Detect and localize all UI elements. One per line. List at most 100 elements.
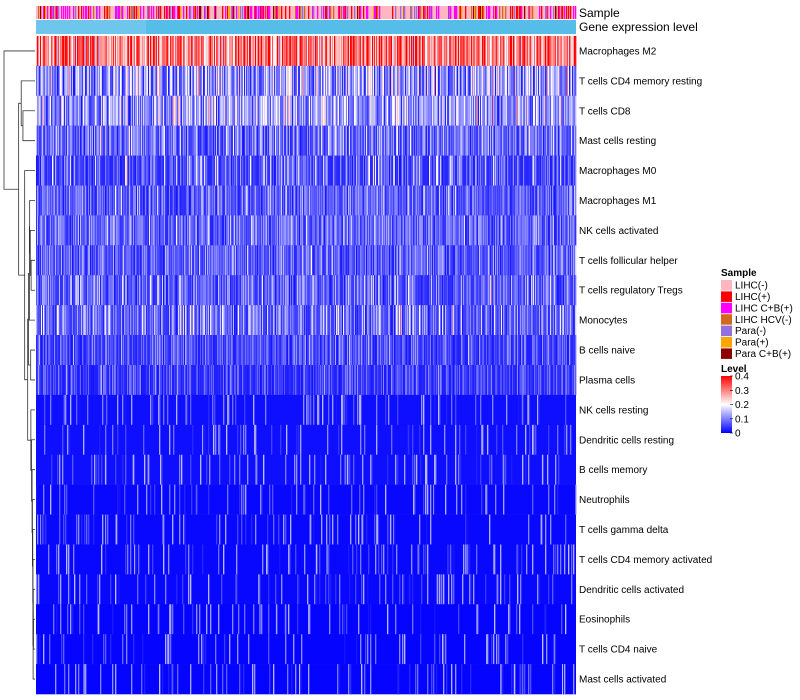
heatmap-cell [137, 155, 139, 186]
heatmap-cell [138, 125, 140, 156]
heatmap-cell [444, 305, 446, 336]
heatmap-cell [186, 95, 188, 127]
heatmap-cell [47, 95, 49, 127]
heatmap-cell [467, 305, 469, 336]
heatmap-cell [82, 245, 84, 276]
heatmap-cell [243, 95, 245, 127]
heatmap-cell [549, 155, 551, 186]
heatmap-cell [279, 36, 281, 67]
heatmap-cell [170, 185, 172, 216]
heatmap-cell [432, 215, 434, 246]
heatmap-cell [341, 36, 343, 67]
heatmap-cell [414, 245, 416, 276]
heatmap-cell [152, 65, 154, 97]
heatmap-cell [395, 65, 397, 97]
heatmap-cell [297, 65, 299, 97]
heatmap-cell [379, 95, 381, 127]
heatmap-cell [303, 155, 305, 186]
heatmap-cell [430, 185, 432, 216]
heatmap-cell [41, 155, 43, 186]
heatmap-cell [414, 125, 416, 156]
sample-cell [132, 6, 134, 19]
heatmap-cell [550, 125, 552, 156]
heatmap-cell [154, 305, 156, 336]
heatmap-cell [345, 185, 347, 216]
heatmap-cell [64, 95, 66, 127]
heatmap-cell [521, 125, 523, 156]
heatmap-cell [225, 215, 227, 246]
heatmap-cell [276, 215, 278, 246]
sample-cell [197, 6, 199, 19]
heatmap-cell [283, 245, 285, 276]
heatmap-cell [107, 95, 109, 127]
heatmap-cell [151, 36, 153, 67]
heatmap-cell [418, 95, 420, 127]
heatmap-cell [82, 275, 84, 306]
sample-cell [373, 6, 375, 19]
heatmap-cell [218, 245, 220, 276]
heatmap-cell [231, 275, 233, 306]
sample-cell [51, 6, 53, 19]
heatmap-cell [75, 155, 77, 186]
heatmap-cell [43, 36, 45, 67]
heatmap-cell [239, 65, 241, 97]
heatmap-cell [333, 185, 335, 216]
heatmap-cell [376, 36, 378, 67]
heatmap-cell [374, 36, 376, 67]
heatmap-cell [257, 65, 259, 97]
heatmap-cell [525, 65, 527, 97]
heatmap-cell [187, 155, 189, 186]
heatmap-cell [166, 125, 168, 156]
heatmap-cell [378, 155, 380, 186]
heatmap-cell [217, 185, 219, 216]
heatmap-cell [489, 125, 491, 156]
heatmap-cell [467, 36, 469, 67]
heatmap-cell [176, 95, 178, 127]
heatmap-cell [144, 245, 146, 276]
heatmap-cell [124, 275, 126, 306]
heatmap-cell [503, 155, 505, 186]
heatmap-cell [83, 305, 85, 336]
heatmap-cell [345, 155, 347, 186]
heatmap-cell [53, 65, 55, 97]
heatmap-cell [517, 125, 519, 156]
heatmap-cell [328, 185, 330, 216]
heatmap-cell [446, 36, 448, 67]
heatmap-cell [482, 125, 484, 156]
heatmap-cell [515, 95, 517, 127]
heatmap-cell [369, 125, 371, 156]
heatmap-cell [188, 245, 190, 276]
heatmap-cell [488, 275, 490, 306]
heatmap-cell [399, 275, 401, 306]
heatmap-cell [434, 245, 436, 276]
heatmap-cell [184, 65, 186, 97]
heatmap-cell [252, 215, 254, 246]
heatmap-cell [74, 185, 76, 216]
heatmap-cell [513, 275, 515, 306]
heatmap-cell [260, 305, 262, 336]
heatmap-cell [264, 125, 266, 156]
heatmap-cell [503, 125, 505, 156]
sample-cell [499, 6, 501, 19]
heatmap-cell [356, 275, 358, 306]
heatmap-cell [432, 65, 434, 97]
heatmap-cell [398, 95, 400, 127]
heatmap-cell [232, 95, 234, 127]
heatmap-cell [340, 305, 342, 336]
heatmap-cell [450, 215, 452, 246]
heatmap-cell [65, 36, 67, 67]
heatmap-cell [37, 185, 39, 216]
heatmap-cell [484, 125, 486, 156]
heatmap-cell [135, 36, 137, 67]
heatmap-cell [205, 65, 207, 97]
heatmap-cell [166, 36, 168, 67]
heatmap-cell [221, 95, 223, 127]
heatmap-cell [50, 305, 52, 336]
heatmap-cell [91, 215, 93, 246]
heatmap-cell [252, 95, 254, 127]
heatmap-cell [152, 185, 154, 216]
heatmap-cell [533, 185, 535, 216]
heatmap-cell [438, 305, 440, 336]
heatmap-cell [228, 155, 230, 186]
heatmap-cell [52, 155, 54, 186]
